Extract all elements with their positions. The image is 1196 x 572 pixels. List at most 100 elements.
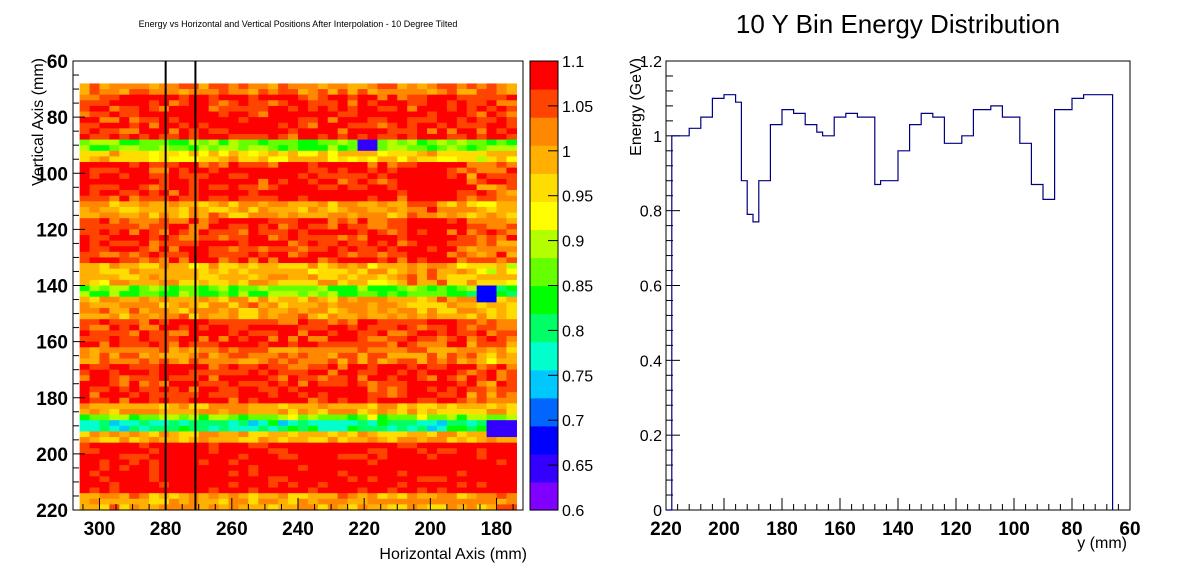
heatmap-cell	[357, 122, 369, 129]
heatmap-cell	[258, 190, 269, 197]
heatmap-cell	[446, 206, 458, 214]
heatmap-cell	[307, 111, 319, 118]
heatmap-cell	[337, 150, 349, 158]
heatmap-cell	[367, 139, 379, 146]
heatmap-cell	[278, 128, 289, 135]
heatmap-cell	[278, 437, 289, 444]
heatmap-cell	[159, 313, 170, 320]
heatmap-cell	[109, 251, 120, 259]
heatmap-cell	[168, 414, 180, 421]
heatmap-cell	[218, 279, 230, 287]
heatmap-cell	[248, 459, 259, 466]
heatmap-cell	[357, 504, 369, 511]
heatmap-cell	[168, 167, 180, 174]
heatmap-cell	[248, 234, 259, 242]
heatmap-cell	[198, 246, 210, 253]
heatmap-cell	[417, 313, 428, 320]
heatmap-cell	[307, 234, 319, 242]
heatmap-cell	[367, 212, 379, 219]
heatmap-cell	[407, 122, 418, 129]
heatmap-cell	[208, 336, 220, 343]
heatmap-cell	[357, 257, 369, 264]
heatmap-cell	[407, 263, 418, 270]
heatmap-cell	[188, 375, 200, 382]
heatmap-cell	[129, 246, 140, 253]
heatmap-cell	[387, 257, 398, 264]
heatmap-cell	[238, 324, 249, 331]
heatmap-cell	[456, 162, 468, 169]
heatmap-cell	[89, 313, 101, 320]
heatmap-cell	[446, 481, 458, 489]
heatmap-cell	[476, 111, 488, 118]
heatmap-cell	[347, 336, 359, 343]
heatmap-cell	[109, 453, 120, 461]
heatmap-cell	[347, 420, 359, 427]
heatmap-cell	[347, 307, 359, 315]
heatmap-cell	[446, 324, 458, 331]
heatmap-cell	[119, 493, 130, 500]
heatmap-cell	[397, 100, 408, 107]
heatmap-cell	[377, 437, 388, 444]
heatmap-cell	[268, 493, 279, 500]
heatmap-cell	[298, 448, 309, 455]
heatmap-cell	[307, 375, 319, 382]
heatmap-cell	[218, 442, 230, 449]
heatmap-cell	[486, 184, 498, 191]
heatmap-cell	[367, 223, 379, 230]
heatmap-cell	[387, 162, 398, 169]
heatmap-cell	[79, 493, 91, 500]
heatmap-cell	[168, 268, 180, 275]
heatmap-cell	[456, 111, 468, 118]
heatmap-cell	[427, 212, 438, 219]
heatmap-cell	[129, 347, 140, 354]
heatmap-cell	[496, 201, 508, 208]
heatmap-cell	[228, 122, 240, 129]
heatmap-cell	[79, 229, 91, 236]
heatmap-cell	[99, 347, 110, 354]
heatmap-cell	[367, 453, 379, 461]
heatmap-cell	[178, 218, 190, 225]
heatmap-cell	[89, 481, 101, 489]
heatmap-cell	[436, 218, 448, 225]
heatmap-cell	[168, 493, 180, 500]
heatmap-cell	[397, 229, 408, 236]
heatmap-cell	[307, 487, 319, 494]
heatmap-cell	[119, 291, 130, 298]
heatmap-cell	[129, 279, 140, 287]
heatmap-cell	[99, 470, 110, 477]
heatmap-cell	[436, 128, 448, 135]
heatmap-cell	[456, 133, 468, 141]
heatmap-cell	[178, 117, 190, 124]
heatmap-cell	[218, 493, 230, 500]
heatmap-cell	[387, 251, 398, 259]
heatmap-cell	[278, 352, 289, 360]
heatmap-cell	[248, 386, 259, 393]
heatmap-cell	[327, 83, 339, 90]
heatmap-cell	[476, 296, 488, 303]
heatmap-cell	[486, 476, 498, 483]
heatmap-cell	[228, 324, 240, 331]
distribution-x-tick-label: 60	[1119, 519, 1140, 540]
heatmap-cell	[456, 296, 468, 303]
heatmap-cell	[178, 504, 190, 511]
heatmap-cell	[228, 408, 240, 416]
heatmap-cell	[298, 223, 309, 230]
heatmap-cell	[168, 386, 180, 393]
heatmap-cell	[506, 173, 517, 180]
heatmap-cell	[347, 201, 359, 208]
heatmap-cell	[327, 380, 339, 388]
heatmap-cell	[99, 201, 110, 208]
heatmap-cell	[188, 431, 200, 438]
heatmap-cell	[228, 319, 240, 326]
heatmap-cell	[327, 403, 339, 410]
heatmap-cell	[228, 167, 240, 174]
heatmap-cell	[486, 431, 498, 438]
heatmap-cell	[228, 364, 240, 371]
heatmap-cell	[79, 465, 91, 472]
heatmap-cell	[278, 487, 289, 494]
heatmap-cell	[347, 487, 359, 494]
heatmap-cell	[159, 128, 170, 135]
heatmap-cell	[476, 341, 488, 348]
heatmap-cell	[89, 117, 101, 124]
heatmap-cell	[149, 465, 160, 472]
